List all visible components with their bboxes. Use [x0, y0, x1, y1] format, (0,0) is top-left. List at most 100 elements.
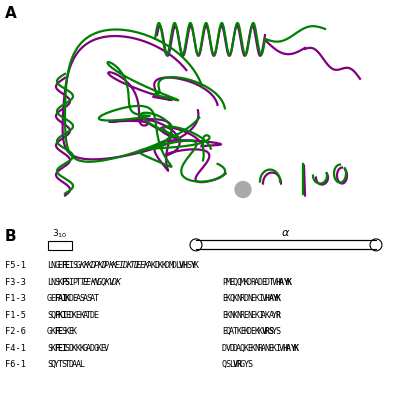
Text: F2-6: F2-6 — [5, 327, 26, 336]
Text: A: A — [236, 344, 241, 353]
Text: D: D — [90, 344, 95, 353]
Text: K: K — [286, 278, 291, 287]
Text: F: F — [61, 278, 66, 287]
Text: K: K — [244, 278, 248, 287]
Text: S: S — [54, 278, 59, 287]
Text: P: P — [72, 278, 77, 287]
Text: F1-3: F1-3 — [5, 294, 26, 303]
Text: N: N — [229, 311, 234, 320]
Text: T: T — [65, 360, 70, 369]
Text: V: V — [179, 261, 184, 271]
Text: F: F — [61, 261, 66, 271]
Text: F6-1: F6-1 — [5, 360, 26, 369]
Text: D: D — [165, 261, 170, 271]
Text: K: K — [111, 261, 116, 271]
Text: N: N — [247, 294, 252, 303]
Text: F: F — [54, 311, 59, 320]
Text: I: I — [61, 311, 66, 320]
Text: D: D — [222, 344, 227, 353]
Text: S: S — [186, 261, 191, 271]
Text: E: E — [100, 344, 106, 353]
Text: E: E — [247, 344, 252, 353]
Text: L: L — [47, 261, 52, 271]
Text: F: F — [54, 327, 59, 336]
Text: K: K — [72, 327, 77, 336]
Text: H: H — [265, 294, 270, 303]
Text: I: I — [61, 294, 66, 303]
Text: A: A — [261, 311, 266, 320]
Text: E: E — [250, 311, 256, 320]
Text: S: S — [226, 360, 230, 369]
Text: K: K — [79, 311, 84, 320]
Text: S: S — [47, 344, 52, 353]
Text: K: K — [193, 261, 198, 271]
Text: A: A — [76, 360, 80, 369]
Text: A: A — [279, 278, 284, 287]
Text: E: E — [83, 278, 88, 287]
Text: Q: Q — [226, 327, 230, 336]
Text: E: E — [68, 327, 74, 336]
Text: G: G — [54, 261, 59, 271]
Text: D: D — [68, 294, 74, 303]
Text: K: K — [58, 311, 63, 320]
Bar — [196, 240, 376, 249]
Text: A: A — [72, 360, 77, 369]
Circle shape — [190, 239, 202, 251]
Text: K: K — [50, 344, 56, 353]
Text: K: K — [50, 327, 56, 336]
Text: K: K — [250, 344, 256, 353]
Text: K: K — [272, 344, 277, 353]
Text: K: K — [108, 261, 113, 271]
Text: S: S — [61, 360, 66, 369]
Text: N: N — [236, 311, 241, 320]
Text: T: T — [129, 261, 134, 271]
Text: B: B — [5, 229, 17, 245]
Text: T: T — [58, 360, 63, 369]
Text: F: F — [54, 344, 59, 353]
Text: E: E — [76, 311, 80, 320]
Text: Y: Y — [244, 360, 248, 369]
Text: K: K — [161, 261, 166, 271]
Text: $\alpha$: $\alpha$ — [282, 228, 290, 239]
Text: K: K — [233, 311, 238, 320]
Text: G: G — [97, 278, 102, 287]
Text: Y: Y — [272, 311, 277, 320]
Text: K: K — [150, 261, 156, 271]
Text: E: E — [86, 278, 91, 287]
Text: K: K — [265, 311, 270, 320]
Text: H: H — [276, 278, 280, 287]
Text: V: V — [261, 327, 266, 336]
Text: K: K — [79, 344, 84, 353]
Text: R: R — [250, 278, 256, 287]
Text: K: K — [115, 278, 120, 287]
Text: E: E — [222, 311, 227, 320]
Text: A: A — [147, 261, 152, 271]
Text: G: G — [47, 327, 52, 336]
Text: F5-1: F5-1 — [5, 261, 26, 271]
Text: A: A — [268, 294, 274, 303]
Text: K: K — [83, 261, 88, 271]
Text: S: S — [61, 327, 66, 336]
Text: G: G — [240, 360, 245, 369]
Text: E: E — [222, 327, 227, 336]
Text: E: E — [65, 261, 70, 271]
Text: D: D — [244, 294, 248, 303]
Text: D: D — [68, 360, 74, 369]
Text: N: N — [254, 344, 259, 353]
Text: K: K — [97, 344, 102, 353]
Text: S: S — [65, 278, 70, 287]
Text: F: F — [54, 294, 59, 303]
Text: D: D — [68, 344, 74, 353]
Text: H: H — [183, 261, 188, 271]
Text: E: E — [72, 294, 77, 303]
Text: K: K — [104, 278, 109, 287]
Circle shape — [235, 182, 251, 198]
Text: T: T — [76, 278, 80, 287]
Text: A: A — [90, 294, 95, 303]
Text: T: T — [94, 294, 98, 303]
Text: K: K — [76, 344, 80, 353]
Text: E: E — [229, 278, 234, 287]
Text: A: A — [76, 294, 80, 303]
Text: E: E — [65, 311, 70, 320]
Text: K: K — [233, 294, 238, 303]
